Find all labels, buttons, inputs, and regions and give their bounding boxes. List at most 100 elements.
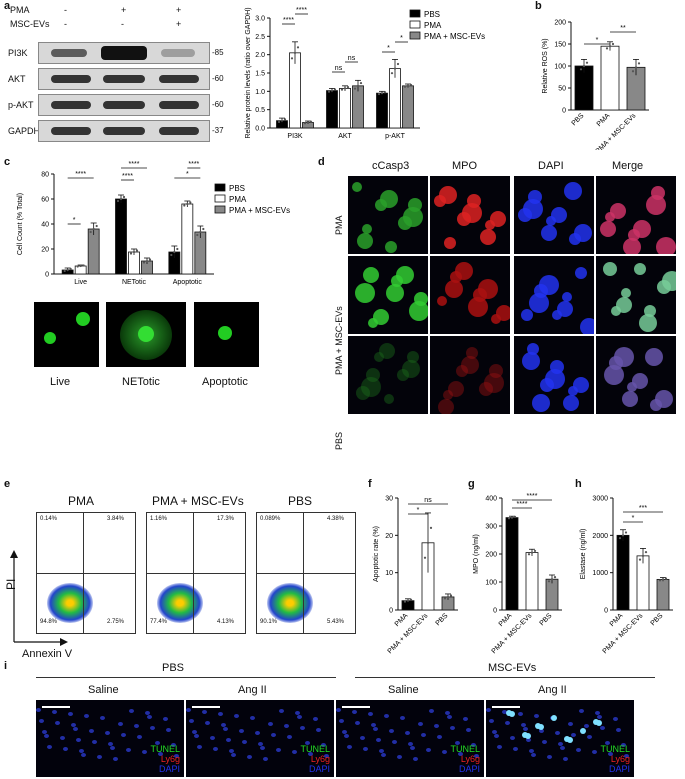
data-point — [132, 250, 136, 254]
nucleus — [339, 719, 344, 723]
nucleus — [213, 747, 218, 751]
data-point — [553, 576, 557, 579]
cell-blob — [621, 288, 631, 298]
nucleus — [268, 722, 273, 726]
cell-blob — [604, 365, 624, 385]
data-point — [148, 258, 152, 261]
treat-val: + — [176, 5, 182, 15]
data-point — [79, 264, 82, 268]
nucleus — [466, 728, 471, 732]
data-point — [429, 526, 433, 529]
i-stain-legend: TUNEL — [150, 744, 180, 754]
y-tick-label: 80 — [41, 172, 49, 179]
y-tick-label: 150 — [554, 42, 566, 49]
nucleus — [576, 748, 581, 752]
scale-bar — [492, 706, 520, 708]
e-flow-plot: 1.16% 17.3% 77.4% 4.13% — [146, 512, 246, 634]
cell-blob — [603, 262, 617, 276]
cell-blob — [523, 199, 543, 219]
bar — [194, 231, 207, 275]
nucleus — [392, 740, 397, 744]
data-point — [202, 227, 205, 231]
d-micrograph — [430, 176, 510, 254]
nucleus — [247, 755, 252, 759]
nucleus — [258, 742, 263, 746]
y-tick-label: 100 — [554, 64, 566, 71]
data-point — [333, 88, 337, 91]
cell-blob — [484, 373, 504, 393]
nucleus — [344, 734, 349, 738]
i-group-label: MSC-EVs — [488, 662, 537, 674]
bar — [636, 555, 650, 611]
e-axis-arrows — [10, 550, 68, 646]
nucleus — [521, 723, 526, 727]
nucleus — [186, 708, 191, 712]
data-point — [277, 120, 281, 124]
data-point — [76, 265, 79, 268]
y-tick-label: 20 — [385, 533, 393, 540]
data-point — [296, 46, 300, 49]
blot-akt — [38, 68, 210, 90]
blot-label: p-AKT — [8, 100, 34, 110]
data-point — [608, 45, 612, 48]
cell-blob — [541, 225, 557, 241]
data-point — [409, 83, 413, 87]
nucleus — [145, 711, 150, 715]
blot-pi3k — [38, 42, 210, 64]
cell-blob — [489, 364, 503, 378]
legend-label: PMA + MSC-EVs — [229, 206, 290, 215]
nucleus — [437, 735, 442, 739]
nucleus — [36, 708, 41, 712]
i-tissue-image: TUNEL Ly6g DAPI — [36, 700, 184, 777]
legend-swatch — [409, 20, 421, 29]
data-point — [290, 57, 294, 60]
nucleus — [336, 708, 341, 712]
x-tick-label: PBS — [435, 612, 450, 627]
kda-label: -85 — [212, 48, 224, 57]
e-density-cloud — [157, 583, 203, 623]
nucleus — [587, 735, 592, 739]
blot-gapdh — [38, 120, 210, 142]
nucleus — [463, 717, 468, 721]
nucleus — [47, 745, 52, 749]
nucleus — [118, 722, 123, 726]
panel-label-i: i — [4, 660, 8, 672]
cell-blob — [409, 301, 428, 321]
tunel-cell — [567, 737, 573, 743]
cell-blob — [521, 309, 533, 321]
data-point — [644, 551, 648, 554]
x-tick-label: PBS — [571, 112, 586, 127]
cell-blob — [552, 310, 562, 320]
cell-blob — [496, 305, 510, 321]
chart-c-cell-count: 0 20 40 60 80 Cell Count (% Total) Live NETotic… — [17, 161, 290, 286]
d-micrograph — [430, 336, 510, 414]
x-tick-label: AKT — [338, 133, 352, 140]
nucleus — [321, 743, 326, 747]
significance-label: * — [400, 35, 403, 42]
y-tick-label: 30 — [385, 496, 393, 503]
e-quadrant-value: 4.13% — [217, 619, 235, 625]
y-tick-label: 0 — [604, 608, 608, 615]
nucleus — [445, 711, 450, 715]
x-tick-label: NETotic — [122, 279, 147, 286]
nucleus — [147, 715, 152, 719]
cell-blob — [363, 267, 379, 283]
data-point — [406, 599, 410, 602]
e-density-cloud — [47, 583, 93, 623]
y-axis-label: Relative ROS (%) — [542, 38, 549, 93]
bar — [402, 85, 414, 129]
c-image-netotic — [106, 302, 186, 367]
nucleus — [613, 717, 618, 721]
legend-label: PMA — [424, 21, 442, 30]
nucleus — [113, 757, 118, 761]
nucleus — [292, 750, 297, 754]
i-stain-legend: Ly6g — [610, 754, 630, 764]
cell-blob — [622, 391, 638, 407]
cell-blob — [623, 238, 641, 254]
nucleus — [242, 740, 247, 744]
cell-blob — [527, 343, 539, 355]
data-point — [176, 247, 179, 251]
cell-blob — [479, 382, 493, 396]
nucleus — [194, 734, 199, 738]
